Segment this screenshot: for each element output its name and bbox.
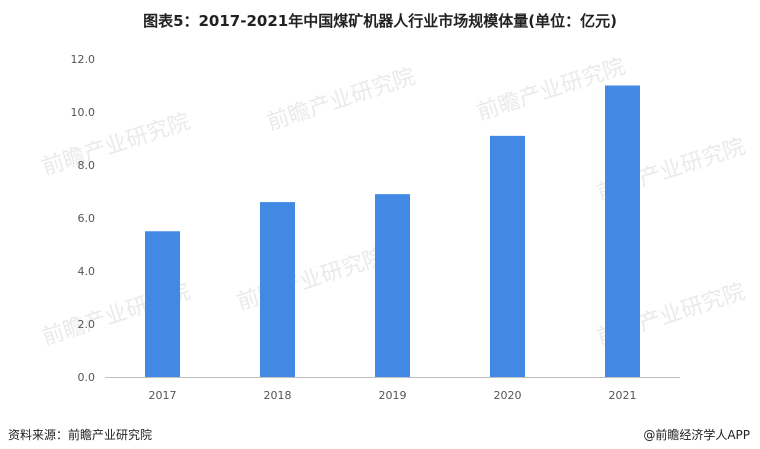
bar-2020 [490,135,525,377]
y-tick-label: 2.0 [78,318,96,331]
y-axis: 0.0 2.0 4.0 6.0 8.0 10.0 12.0 [71,53,96,384]
credit-note: @前瞻经济学人APP [643,428,750,442]
x-tick-label: 2018 [264,389,292,402]
y-tick-label: 8.0 [78,159,96,172]
watermark-text: 前瞻产业研究院 [264,64,418,135]
x-tick-label: 2020 [494,389,522,402]
chart-title: 图表5：2017-2021年中国煤矿机器人行业市场规模体量(单位：亿元) [143,12,617,30]
bar-2018 [260,202,295,377]
y-tick-label: 10.0 [71,106,96,119]
watermark-text: 前瞻产业研究院 [234,244,388,315]
x-axis: 2017 2018 2019 2020 2021 [105,377,680,402]
x-tick-label: 2017 [149,389,177,402]
bars-group [145,85,640,377]
watermark-text: 前瞻产业研究院 [39,109,193,180]
x-tick-label: 2021 [609,389,637,402]
y-tick-label: 6.0 [78,212,96,225]
x-tick-label: 2019 [379,389,407,402]
y-tick-label: 12.0 [71,53,96,66]
y-tick-label: 0.0 [78,371,96,384]
source-note: 资料来源：前瞻产业研究院 [8,428,153,442]
bar-2021 [605,85,640,377]
bar-2017 [145,231,180,377]
bar-2019 [375,194,410,377]
y-tick-label: 4.0 [78,265,96,278]
